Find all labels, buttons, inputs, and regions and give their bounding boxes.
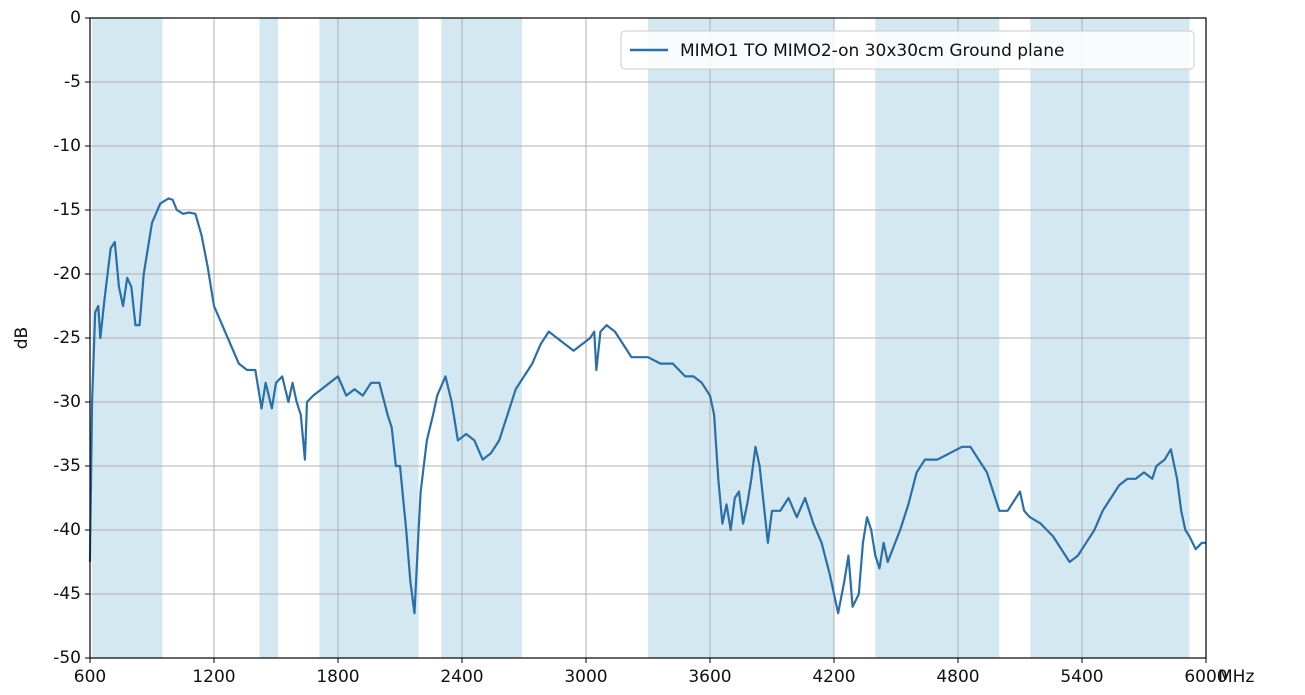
y-axis-label: dB bbox=[12, 327, 32, 349]
y-tick-label: -20 bbox=[53, 264, 81, 284]
x-tick-label: 2400 bbox=[440, 667, 483, 687]
y-tick-label: -45 bbox=[53, 584, 81, 604]
legend-label: MIMO1 TO MIMO2-on 30x30cm Ground plane bbox=[680, 41, 1064, 61]
x-tick-label: 6000 bbox=[1184, 667, 1227, 687]
y-tick-label: -25 bbox=[53, 328, 81, 348]
x-tick-label: 3000 bbox=[564, 667, 607, 687]
x-tick-label: 600 bbox=[74, 667, 106, 687]
y-tick-label: -15 bbox=[53, 200, 81, 220]
data-line bbox=[88, 197, 1206, 615]
x-tick-label: 5400 bbox=[1060, 667, 1103, 687]
x-axis-label: MHz bbox=[1218, 667, 1254, 687]
plot-frame bbox=[89, 17, 1207, 659]
y-tick-label: 0 bbox=[70, 8, 81, 28]
y-tick-label: -35 bbox=[53, 456, 81, 476]
y-tick-label: -40 bbox=[53, 520, 81, 540]
y-tick-label: -50 bbox=[53, 648, 81, 668]
legend-box bbox=[620, 30, 1195, 70]
y-tick-label: -5 bbox=[64, 72, 81, 92]
x-tick-label: 1200 bbox=[192, 667, 235, 687]
x-tick-label: 4200 bbox=[812, 667, 855, 687]
y-tick-label: -30 bbox=[53, 392, 81, 412]
x-tick-label: 1800 bbox=[316, 667, 359, 687]
legend: MIMO1 TO MIMO2-on 30x30cm Ground plane bbox=[620, 30, 1195, 70]
y-tick-label: -10 bbox=[53, 136, 81, 156]
x-tick-label: 3600 bbox=[688, 667, 731, 687]
x-tick-label: 4800 bbox=[936, 667, 979, 687]
